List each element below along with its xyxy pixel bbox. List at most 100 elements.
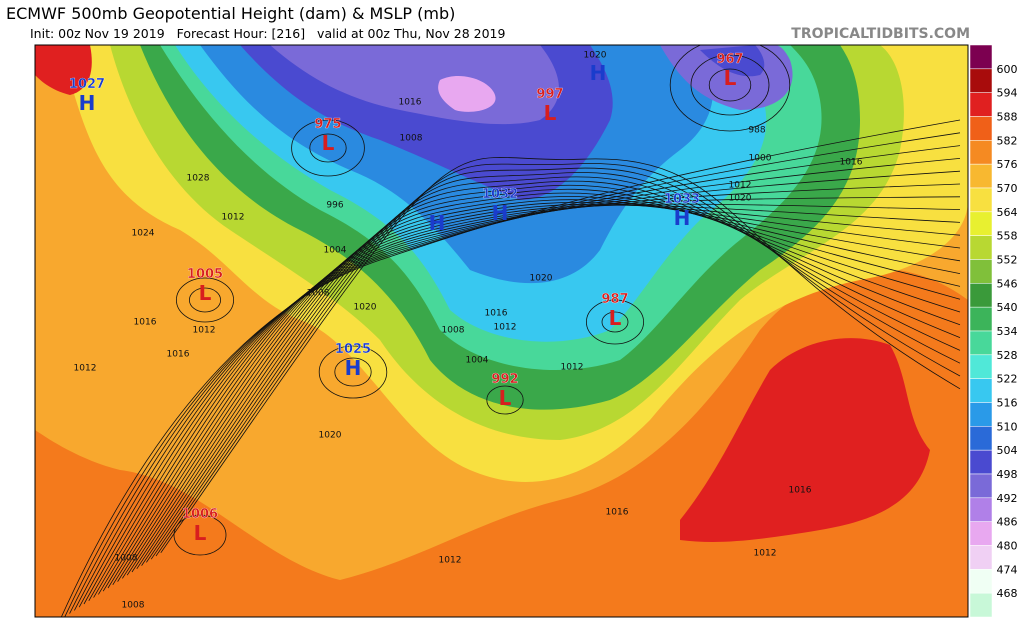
center-value: 997 — [536, 87, 563, 102]
colorbar-label: 600 — [997, 63, 1018, 76]
isobar — [117, 196, 961, 582]
center-letter: H — [492, 201, 509, 225]
isobar — [141, 176, 961, 566]
isobar — [173, 514, 227, 556]
contour-label: 1008 — [442, 326, 465, 336]
colorbar-label: 528 — [997, 349, 1018, 362]
colorbar-label: 498 — [997, 468, 1018, 481]
center-letter: L — [194, 521, 207, 545]
contour-label: 1008 — [307, 289, 330, 299]
center-value: 1032 — [482, 187, 518, 202]
contour-label: 1016 — [485, 309, 508, 319]
map-frame — [34, 44, 969, 618]
isobar — [601, 311, 629, 333]
center-letter: L — [544, 101, 557, 125]
isobar — [78, 170, 961, 608]
colorbar-swatch — [969, 306, 993, 332]
center-value: 987 — [601, 292, 628, 307]
contour-label: 1016 — [840, 158, 863, 168]
colorbar-label: 534 — [997, 325, 1018, 338]
center-value: 1027 — [69, 77, 105, 92]
isobar — [708, 68, 752, 102]
colorbar-label: 474 — [997, 563, 1018, 576]
colorbar-swatch — [969, 140, 993, 165]
colorbar-label: 468 — [997, 587, 1018, 600]
isobar — [318, 345, 388, 399]
contour-label: 1012 — [193, 326, 216, 336]
center-letter: L — [499, 386, 512, 410]
isobar — [83, 183, 961, 605]
center-value: 1005 — [187, 267, 223, 282]
colorbar-label: 492 — [997, 492, 1018, 505]
isobar — [69, 145, 961, 614]
center-value: 992 — [491, 372, 518, 387]
isobar — [93, 203, 961, 598]
colorbar-swatch — [969, 330, 993, 356]
colorbar-swatch — [969, 163, 993, 189]
contour-label: 1008 — [400, 134, 423, 144]
contour-label: 1012 — [561, 363, 584, 373]
contour-label: 1012 — [754, 549, 777, 559]
colorbar-label: 564 — [997, 206, 1018, 219]
colorbar-label: 582 — [997, 134, 1018, 147]
contour-label: 1004 — [324, 246, 347, 256]
contour-label: 1012 — [74, 364, 97, 374]
center-value: 1025 — [335, 342, 371, 357]
isobar — [155, 163, 961, 557]
center-letter: H — [429, 211, 446, 235]
colorbar-swatch — [969, 569, 993, 594]
contour-label: 1008 — [122, 601, 145, 611]
isobar — [188, 287, 221, 313]
colorbar-swatch — [969, 592, 993, 618]
contour-label: 1012 — [439, 556, 462, 566]
colorbar-label: 516 — [997, 397, 1018, 410]
colorbar-swatch — [969, 402, 993, 427]
contour-label: 1016 — [606, 508, 629, 518]
colorbar-label: 570 — [997, 182, 1018, 195]
colorbar-label: 594 — [997, 87, 1018, 100]
isobar — [160, 157, 961, 554]
center-letter: H — [345, 356, 362, 380]
isobar — [60, 119, 961, 617]
contour-label: 1016 — [134, 318, 157, 328]
contour-label: 1004 — [466, 356, 489, 366]
center-letter: L — [199, 281, 212, 305]
contour-label: 1012 — [494, 323, 517, 333]
colorbar: 600 594 588 582 576 570 564 558 552 546 540 534 528 5… — [969, 44, 1018, 618]
center-value: 1006 — [182, 507, 218, 522]
contour-label: 1020 — [354, 303, 377, 313]
colorbar-swatch — [969, 235, 993, 260]
contour-label: 1000 — [749, 154, 772, 164]
center-value: 1033 — [664, 192, 700, 207]
map: 1027H975L997LH967LH1032H1033H1005L1025H9… — [35, 45, 968, 617]
isobar — [102, 203, 961, 592]
colorbar-swatch — [969, 473, 993, 499]
colorbar-label: 504 — [997, 444, 1018, 457]
colorbar-swatch — [969, 187, 993, 213]
contour-label: 1016 — [789, 486, 812, 496]
center-letter: L — [609, 306, 622, 330]
contour-label: 988 — [748, 126, 765, 136]
isobar — [98, 204, 961, 595]
contour-label: 1016 — [399, 98, 422, 108]
isobar — [291, 119, 365, 177]
colorbar-label: 576 — [997, 158, 1018, 171]
isobar — [74, 158, 961, 611]
contour-label: 1008 — [115, 554, 138, 564]
contour-label: 1016 — [167, 350, 190, 360]
contour-label: 1020 — [319, 431, 342, 441]
colorbar-swatch — [969, 211, 993, 236]
isobar — [334, 357, 372, 387]
isobar — [88, 196, 961, 601]
contour-label: 1028 — [187, 174, 210, 184]
colorbar-label: 540 — [997, 301, 1018, 314]
title: ECMWF 500mb Geopotential Height (dam) & … — [6, 4, 455, 23]
colorbar-swatch — [969, 116, 993, 141]
site-name: TROPICALTIDBITS.COM — [791, 26, 970, 42]
contour-label: 996 — [326, 201, 343, 211]
colorbar-label: 480 — [997, 540, 1018, 553]
isobar — [175, 277, 234, 323]
colorbar-swatch — [969, 497, 993, 522]
isobar — [64, 132, 961, 617]
